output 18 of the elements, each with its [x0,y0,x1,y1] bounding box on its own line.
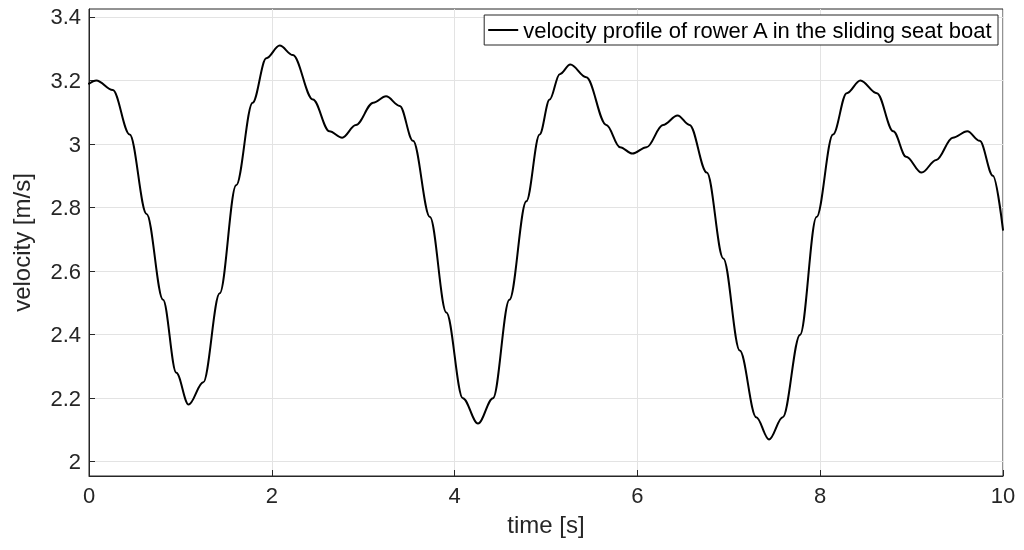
y-tick-label: 2.6 [50,258,81,284]
y-tick-label: 2 [68,449,81,475]
x-tick-label: 10 [990,482,1016,508]
y-tick-label: 2.2 [50,385,81,411]
x-tick-label: 4 [448,482,461,508]
x-tick-label: 8 [814,482,827,508]
y-tick-label: 2.4 [50,322,81,348]
x-axis-title: time [s] [507,510,585,538]
x-tick-label: 2 [265,482,278,508]
legend-label: velocity profile of rower A in the sliding seat boat [523,17,992,43]
x-tick-label: 6 [631,482,644,508]
x-tick-label: 0 [82,482,96,508]
y-tick-label: 3 [68,131,81,157]
y-tick-label: 2.8 [50,195,81,221]
y-tick-label: 3.4 [50,4,81,30]
y-tick-label: 3.2 [50,67,81,93]
line-series [88,44,1004,441]
y-axis-title: velocity [m/s] [7,173,35,312]
